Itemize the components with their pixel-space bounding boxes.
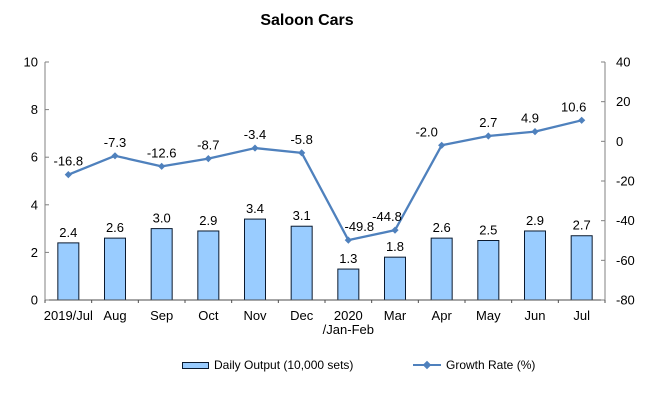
line-value-label: -2.0 bbox=[415, 124, 437, 139]
bar-value-label: 2.9 bbox=[199, 213, 217, 228]
x-axis-category-label: Mar bbox=[384, 308, 407, 323]
line-value-label: -49.8 bbox=[345, 219, 375, 234]
right-axis-tick-label: 0 bbox=[616, 134, 623, 149]
x-axis-category-label: Apr bbox=[432, 308, 453, 323]
bar bbox=[104, 237, 126, 301]
line-marker-diamond bbox=[298, 149, 306, 157]
line-marker-diamond bbox=[64, 171, 72, 179]
bar-value-label: 3.1 bbox=[293, 208, 311, 223]
bar-value-label: 2.4 bbox=[59, 225, 77, 240]
legend-label-daily-output: Daily Output (10,000 sets) bbox=[214, 358, 354, 372]
bar bbox=[197, 230, 220, 301]
bar-value-label: 1.8 bbox=[386, 239, 404, 254]
line-value-label: -7.3 bbox=[104, 135, 126, 150]
right-axis-tick-label: 40 bbox=[616, 55, 630, 70]
growth-rate-line bbox=[67, 119, 582, 242]
bar-value-label: 2.6 bbox=[433, 220, 451, 235]
line-marker-diamond bbox=[344, 236, 352, 244]
left-axis-tick-label: 4 bbox=[31, 197, 38, 212]
line-value-label: 10.6 bbox=[561, 99, 586, 114]
x-axis-category-label: Dec bbox=[290, 308, 314, 323]
line-value-label: 2.7 bbox=[479, 115, 497, 130]
bar bbox=[384, 256, 406, 301]
legend-label-growth-rate: Growth Rate (%) bbox=[446, 358, 536, 372]
bar bbox=[150, 228, 173, 301]
right-axis-tick-label: -80 bbox=[616, 293, 635, 308]
right-axis-tick-label: -60 bbox=[616, 253, 635, 268]
line-marker-diamond bbox=[438, 141, 446, 149]
bar-value-label: 3.0 bbox=[153, 211, 171, 226]
x-axis-category-label: 2020 bbox=[334, 308, 363, 323]
left-axis-tick-label: 10 bbox=[24, 55, 38, 70]
bar-value-label: 2.5 bbox=[479, 223, 497, 238]
bar bbox=[477, 240, 500, 301]
right-axis-tick-label: -40 bbox=[616, 213, 635, 228]
diamond-marker-icon bbox=[422, 360, 432, 369]
x-axis-category-label: Nov bbox=[243, 308, 267, 323]
bar-value-label: 2.9 bbox=[526, 213, 544, 228]
bar-value-label: 2.6 bbox=[106, 220, 124, 235]
line-marker-diamond bbox=[158, 162, 166, 170]
line-marker-diamond bbox=[391, 226, 399, 234]
x-axis-category-label: Jul bbox=[573, 308, 590, 323]
x-axis-category-label: Oct bbox=[198, 308, 219, 323]
line-value-label: -44.8 bbox=[372, 209, 402, 224]
bar bbox=[337, 268, 360, 301]
left-axis-tick-label: 2 bbox=[31, 245, 38, 260]
bar-legend-swatch-icon bbox=[182, 361, 209, 369]
line-value-label: -12.6 bbox=[147, 145, 177, 160]
right-axis-tick-label: 20 bbox=[616, 94, 630, 109]
line-value-label: -3.4 bbox=[244, 127, 266, 142]
line-marker-diamond bbox=[531, 128, 539, 136]
bar bbox=[524, 230, 546, 301]
line-value-label: 4.9 bbox=[521, 111, 539, 126]
left-axis-tick-label: 0 bbox=[31, 293, 38, 308]
chart-plot: 2.4 2.6 3.0 2.9 3.4 3.1 1.3 1.8 2.6 2.5 2.9 2.7 0 2 4 6… bbox=[24, 55, 635, 338]
chart-title: Saloon Cars bbox=[260, 12, 354, 29]
left-axis-tick-label: 6 bbox=[31, 150, 38, 165]
bar bbox=[430, 237, 453, 301]
line-value-label: -16.8 bbox=[54, 154, 84, 169]
line-marker-diamond bbox=[251, 144, 259, 152]
line-marker-diamond bbox=[578, 116, 586, 124]
line-marker-diamond bbox=[204, 154, 212, 163]
x-axis-category-label: /Jan-Feb bbox=[323, 322, 374, 337]
line-marker-diamond bbox=[484, 132, 492, 140]
right-axis-tick-label: -20 bbox=[616, 174, 635, 189]
bar bbox=[290, 225, 313, 301]
bar-value-label: 3.4 bbox=[246, 201, 264, 216]
x-axis-category-label: Aug bbox=[103, 308, 126, 323]
bar bbox=[244, 218, 266, 301]
line-legend-swatch-icon bbox=[413, 360, 441, 369]
x-axis-category-label: Jun bbox=[525, 308, 546, 323]
bar bbox=[57, 242, 80, 301]
x-axis-category-label: May bbox=[476, 308, 501, 323]
line-value-label: -8.7 bbox=[197, 138, 219, 153]
x-axis-category-label: 2019/Jul bbox=[44, 308, 93, 323]
left-axis-tick-label: 8 bbox=[31, 102, 38, 117]
bar bbox=[570, 235, 593, 301]
legend-item-daily-output: Daily Output (10,000 sets) bbox=[182, 358, 353, 372]
bar-value-label: 2.7 bbox=[573, 218, 591, 233]
line-marker-diamond bbox=[111, 152, 119, 160]
legend-item-growth-rate: Growth Rate (%) bbox=[413, 358, 535, 372]
x-axis-category-label: Sep bbox=[150, 308, 173, 323]
line-value-label: -5.8 bbox=[290, 132, 312, 147]
bar-value-label: 1.3 bbox=[339, 251, 357, 266]
